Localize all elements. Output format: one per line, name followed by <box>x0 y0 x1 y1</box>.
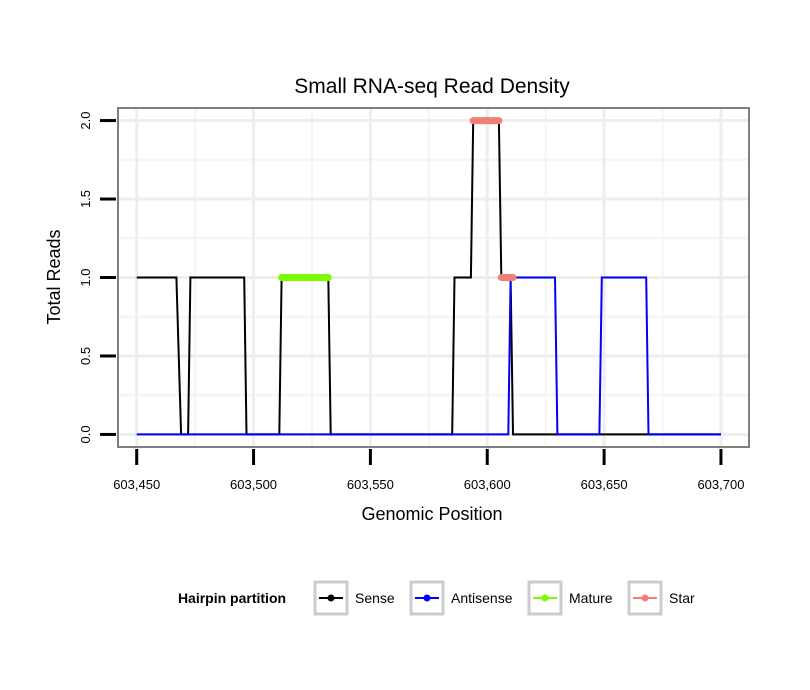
series-sense-line <box>136 119 721 436</box>
y-axis: 0.0 0.5 1.0 1.5 2.0 <box>78 112 116 443</box>
legend-title: Hairpin partition <box>178 590 286 606</box>
x-axis-title: Genomic Position <box>361 504 502 524</box>
chart-title: Small RNA-seq Read Density <box>294 75 570 98</box>
plot-panel <box>117 107 750 448</box>
legend-key-dot <box>641 594 649 602</box>
legend-label-sense: Sense <box>355 590 395 606</box>
y-tick-label: 1.0 <box>78 268 93 286</box>
x-tick-label: 603,600 <box>464 477 511 492</box>
legend-label-star: Star <box>669 590 695 606</box>
legend: Hairpin partition Sense Antisense Mature St… <box>178 580 695 616</box>
legend-key-dot <box>327 594 335 602</box>
series-antisense-line <box>136 276 721 436</box>
legend-key-dot <box>541 594 549 602</box>
y-tick-label: 1.5 <box>78 190 93 208</box>
legend-label-antisense: Antisense <box>451 590 513 606</box>
x-axis: 603,450 603,500 603,550 603,600 603,650 603,7… <box>113 449 744 492</box>
legend-key-dot <box>423 594 431 602</box>
x-tick-label: 603,500 <box>230 477 277 492</box>
y-tick-label: 2.0 <box>78 112 93 130</box>
y-tick-label: 0.0 <box>78 425 93 443</box>
x-tick-label: 603,450 <box>113 477 160 492</box>
x-tick-label: 603,550 <box>347 477 394 492</box>
y-tick-label: 0.5 <box>78 347 93 365</box>
y-axis-title: Total Reads <box>44 229 64 324</box>
panel-border <box>117 107 750 448</box>
x-tick-label: 603,650 <box>581 477 628 492</box>
x-tick-label: 603,700 <box>697 477 744 492</box>
legend-label-mature: Mature <box>569 590 613 606</box>
